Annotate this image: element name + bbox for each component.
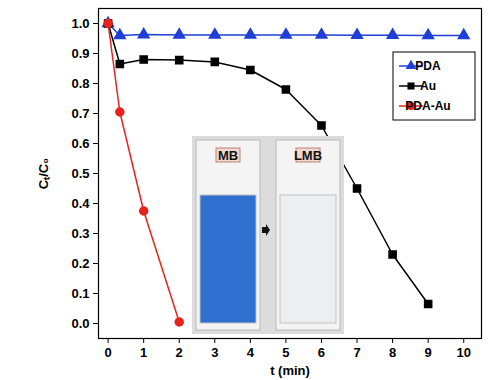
svg-text:0.4: 0.4 — [71, 196, 90, 211]
svg-text:Au: Au — [420, 79, 436, 93]
svg-text:0.0: 0.0 — [71, 316, 89, 331]
svg-text:9: 9 — [425, 345, 432, 360]
svg-text:PDA: PDA — [415, 59, 441, 73]
svg-text:0.3: 0.3 — [71, 226, 89, 241]
svg-text:4: 4 — [247, 345, 255, 360]
svg-text:LMB: LMB — [294, 148, 322, 163]
svg-text:t (min): t (min) — [270, 363, 310, 378]
svg-text:0.5: 0.5 — [71, 166, 89, 181]
svg-text:MB: MB — [218, 148, 238, 163]
svg-text:1: 1 — [140, 345, 147, 360]
svg-text:Cₜ/C₀: Cₜ/C₀ — [36, 158, 51, 189]
svg-text:7: 7 — [353, 345, 360, 360]
svg-text:3: 3 — [211, 345, 218, 360]
svg-text:0.7: 0.7 — [71, 106, 89, 121]
svg-text:0.6: 0.6 — [71, 136, 89, 151]
svg-text:6: 6 — [318, 345, 325, 360]
svg-text:10: 10 — [456, 345, 470, 360]
svg-text:1.0: 1.0 — [71, 16, 89, 31]
svg-text:8: 8 — [389, 345, 396, 360]
svg-text:PDA-Au: PDA-Au — [405, 99, 450, 113]
svg-text:2: 2 — [176, 345, 183, 360]
svg-text:0.9: 0.9 — [71, 46, 89, 61]
svg-text:0.8: 0.8 — [71, 76, 89, 91]
svg-text:5: 5 — [282, 345, 289, 360]
svg-text:0.2: 0.2 — [71, 256, 89, 271]
svg-text:0: 0 — [104, 345, 111, 360]
svg-text:0.1: 0.1 — [71, 286, 89, 301]
